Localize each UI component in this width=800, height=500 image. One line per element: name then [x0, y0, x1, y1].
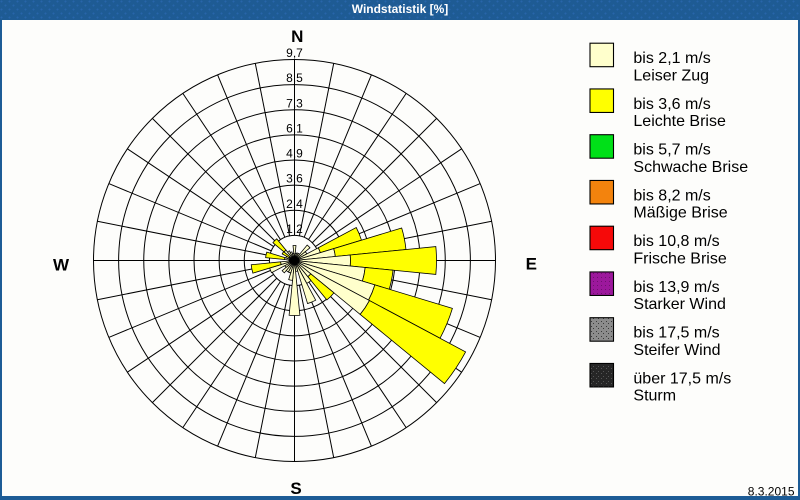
svg-text:Starker Wind: Starker Wind [633, 296, 725, 313]
svg-text:Mäßige Brise: Mäßige Brise [633, 205, 727, 222]
svg-text:2,4: 2,4 [286, 197, 303, 211]
svg-text:N: N [291, 27, 303, 46]
svg-text:bis 5,7 m/s: bis 5,7 m/s [633, 142, 710, 159]
svg-text:bis 8,2 m/s: bis 8,2 m/s [633, 187, 710, 204]
svg-text:3,6: 3,6 [286, 172, 303, 186]
svg-text:bis 10,8 m/s: bis 10,8 m/s [633, 233, 719, 250]
svg-text:9,7: 9,7 [286, 46, 303, 60]
svg-text:8.3.2015: 8.3.2015 [748, 485, 795, 499]
svg-text:bis 17,5 m/s: bis 17,5 m/s [633, 325, 719, 342]
svg-text:Sturm: Sturm [633, 388, 676, 405]
svg-text:bis 13,9 m/s: bis 13,9 m/s [633, 279, 719, 296]
svg-text:S: S [290, 479, 301, 498]
svg-text:W: W [53, 256, 70, 275]
svg-text:4,9: 4,9 [286, 147, 303, 161]
svg-text:Leichte Brise: Leichte Brise [633, 113, 726, 130]
svg-text:Frische Brise: Frische Brise [633, 250, 726, 267]
svg-text:bis 3,6 m/s: bis 3,6 m/s [633, 96, 710, 113]
svg-text:8,5: 8,5 [286, 71, 303, 85]
svg-text:6,1: 6,1 [286, 121, 303, 135]
svg-text:1,2: 1,2 [286, 222, 303, 236]
svg-text:Schwache Brise: Schwache Brise [633, 159, 748, 176]
svg-text:über 17,5 m/s: über 17,5 m/s [633, 370, 731, 387]
svg-text:Leiser Zug: Leiser Zug [633, 67, 709, 84]
svg-text:E: E [526, 255, 537, 274]
svg-text:7,3: 7,3 [286, 96, 303, 110]
svg-text:Steifer Wind: Steifer Wind [633, 342, 720, 359]
svg-text:bis 2,1 m/s: bis 2,1 m/s [633, 50, 710, 67]
